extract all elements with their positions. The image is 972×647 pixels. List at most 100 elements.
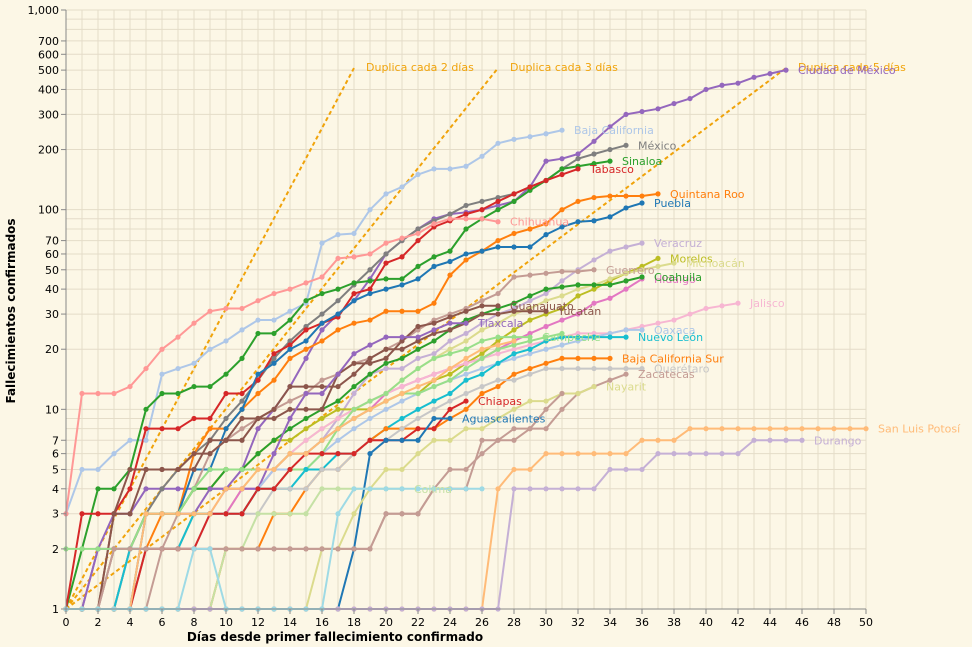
- data-point: [559, 171, 565, 178]
- data-point: [175, 511, 181, 517]
- data-point: [399, 437, 405, 443]
- data-point: [255, 546, 261, 552]
- data-point: [607, 214, 613, 220]
- chart-axes: 0 2 4 6 8 10 12 14 16 18 20 22 24 26 28 30 32 34 36 38 40 42 4…: [28, 4, 874, 629]
- data-point: [223, 305, 229, 312]
- data-point: [735, 426, 741, 432]
- data-point: [527, 371, 533, 377]
- data-point: [767, 437, 773, 443]
- data-point: [527, 317, 533, 323]
- series-label-guanajuato: Guanajuato: [510, 300, 574, 313]
- data-point: [543, 286, 549, 292]
- data-point: [479, 346, 485, 352]
- data-point: [575, 286, 581, 292]
- data-point: [543, 158, 549, 164]
- data-point: [575, 390, 581, 397]
- series-label-nuevo-leon: Nuevo León: [638, 331, 703, 344]
- reference-lines: Duplica cada 2 días Duplica cada 3 días Du…: [65, 61, 906, 610]
- data-point: [495, 244, 501, 250]
- data-point: [319, 466, 325, 473]
- data-point: [239, 546, 245, 552]
- data-point: [287, 346, 293, 352]
- data-point: [591, 267, 597, 273]
- data-point: [191, 360, 197, 366]
- series-label-campeche: Campeche: [542, 331, 601, 344]
- x-tick-label: 12: [251, 616, 265, 629]
- data-point: [159, 371, 165, 377]
- data-point: [543, 451, 549, 457]
- data-point: [527, 298, 533, 304]
- data-point: [335, 546, 341, 552]
- data-point: [111, 390, 117, 397]
- data-point: [447, 166, 453, 172]
- data-point: [383, 360, 389, 366]
- data-point: [351, 486, 357, 492]
- data-point: [479, 320, 485, 326]
- data-point: [415, 308, 421, 314]
- ref-label-duplica-cada-5-dias: Duplica cada 5 días: [798, 61, 906, 74]
- data-point: [623, 270, 629, 276]
- data-point: [303, 451, 309, 457]
- data-point: [671, 100, 677, 107]
- data-point: [399, 254, 405, 260]
- data-point: [639, 327, 645, 333]
- data-point: [271, 466, 277, 473]
- data-point: [479, 371, 485, 377]
- data-point: [431, 355, 437, 361]
- data-point: [319, 240, 325, 246]
- data-point: [303, 415, 309, 422]
- data-point: [543, 360, 549, 366]
- data-point: [431, 320, 437, 326]
- data-point: [447, 258, 453, 265]
- data-point: [543, 298, 549, 304]
- data-point: [559, 406, 565, 412]
- data-point: [303, 338, 309, 344]
- data-point: [399, 308, 405, 314]
- data-point: [367, 355, 373, 361]
- data-point: [143, 511, 149, 517]
- data-point: [543, 290, 549, 297]
- data-point: [527, 330, 533, 337]
- data-point: [479, 390, 485, 397]
- data-point: [543, 323, 549, 330]
- data-point: [495, 140, 501, 146]
- data-point: [223, 426, 229, 432]
- data-point: [463, 486, 469, 492]
- series-label-hidalgo: Hidalgo: [654, 273, 696, 286]
- data-point: [511, 377, 517, 383]
- data-point: [447, 390, 453, 397]
- data-point: [255, 330, 261, 337]
- data-point: [223, 390, 229, 397]
- data-point: [687, 426, 693, 432]
- data-point: [415, 355, 421, 361]
- data-point: [591, 257, 597, 263]
- data-point: [543, 398, 549, 404]
- data-point: [303, 466, 309, 473]
- y-tick-label: 3: [52, 508, 59, 521]
- data-point: [559, 127, 565, 133]
- data-point: [239, 355, 245, 361]
- data-point: [191, 320, 197, 326]
- data-point: [559, 278, 565, 284]
- data-point: [383, 191, 389, 197]
- data-point: [447, 437, 453, 443]
- data-point: [319, 327, 325, 333]
- series-label-baja-california-sur: Baja California Sur: [622, 352, 724, 365]
- data-point: [127, 486, 133, 492]
- data-point: [511, 355, 517, 361]
- data-point: [703, 426, 709, 432]
- data-point: [495, 320, 501, 326]
- data-point: [431, 426, 437, 432]
- x-tick-label: 36: [635, 616, 649, 629]
- data-point: [447, 377, 453, 383]
- data-point: [431, 351, 437, 357]
- data-point: [447, 415, 453, 422]
- data-point: [511, 406, 517, 412]
- data-point: [287, 546, 293, 552]
- data-point: [463, 371, 469, 377]
- data-point: [415, 171, 421, 178]
- data-point: [159, 466, 165, 473]
- data-point: [623, 371, 629, 377]
- data-point: [559, 330, 565, 337]
- y-axis-title: Fallecimientos confirmados: [4, 218, 18, 403]
